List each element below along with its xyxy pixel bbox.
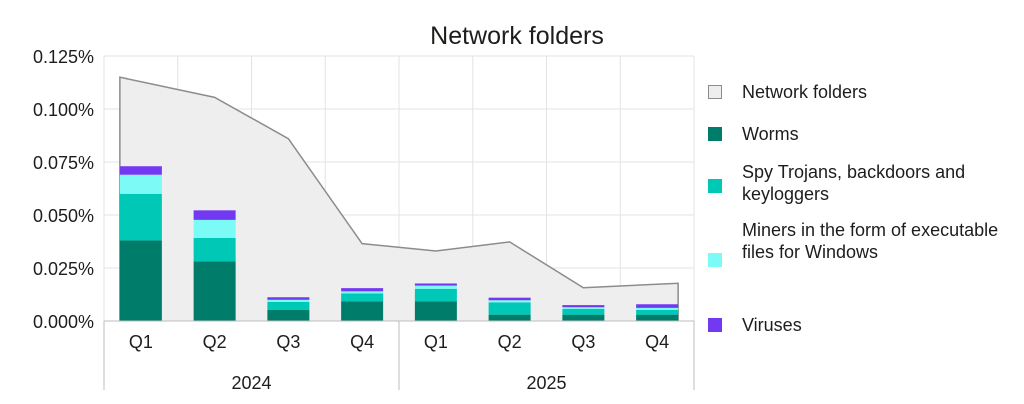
y-tick-label-2: 0.050% <box>33 206 94 226</box>
bar-1-1 <box>193 237 236 262</box>
bar-2-3 <box>341 291 384 294</box>
bar-1-4 <box>414 288 457 302</box>
area-line-network-folders <box>119 76 679 321</box>
bar-3-5 <box>488 297 531 301</box>
legend: Network folders Worms Spy Trojans, backd… <box>708 0 1018 404</box>
bar-0-1 <box>193 261 236 321</box>
chart-title: Network folders <box>430 22 604 50</box>
bar-0-7 <box>636 314 679 321</box>
bar-0-2 <box>267 309 310 321</box>
legend-swatch-spy-trojans <box>708 179 722 193</box>
legend-swatch-viruses <box>708 318 722 332</box>
y-tick-label-1: 0.025% <box>33 259 94 279</box>
legend-label-miners: Miners in the form of executable files f… <box>742 220 999 262</box>
bar-3-4 <box>414 283 457 286</box>
bar-3-3 <box>341 288 384 292</box>
bar-2-5 <box>488 300 531 303</box>
bar-1-7 <box>636 309 679 315</box>
x-tick-label-5: Q2 <box>498 332 522 352</box>
bar-3-1 <box>193 210 236 220</box>
y-axis-ticks: 0.000% 0.025% 0.050% 0.075% 0.100% 0.125% <box>33 47 94 332</box>
y-tick-label-3: 0.075% <box>33 153 94 173</box>
legend-label-viruses: Viruses <box>742 315 802 335</box>
bar-2-2 <box>267 299 310 302</box>
x-axis: Q1 Q2 Q3 Q4 Q1 Q2 Q3 Q4 2024 2025 <box>103 320 695 393</box>
bar-2-6 <box>562 307 605 309</box>
bar-1-2 <box>267 301 310 310</box>
x-tick-label-4: Q1 <box>424 332 448 352</box>
bar-3-2 <box>267 297 310 300</box>
bar-1-6 <box>562 308 605 315</box>
x-tick-label-3: Q4 <box>350 332 374 352</box>
legend-swatch-network-folders <box>708 85 722 99</box>
bar-0-3 <box>341 301 384 321</box>
bar-2-1 <box>193 219 236 238</box>
legend-label-network-folders: Network folders <box>742 82 868 102</box>
x-tick-label-1: Q2 <box>203 332 227 352</box>
y-tick-label-5: 0.125% <box>33 47 94 67</box>
bar-1-0 <box>119 193 162 241</box>
x-tick-label-6: Q3 <box>571 332 595 352</box>
legend-swatch-worms <box>708 127 722 141</box>
legend-swatch-miners <box>708 253 722 267</box>
bar-2-4 <box>414 285 457 289</box>
bar-1-5 <box>488 302 531 315</box>
y-tick-label-4: 0.100% <box>33 100 94 120</box>
area-layer <box>119 76 679 321</box>
bar-0-4 <box>414 301 457 321</box>
bar-0-5 <box>488 314 531 321</box>
legend-label-worms: Worms <box>742 124 799 144</box>
bar-0-6 <box>562 314 605 321</box>
legend-label-spy-trojans: Spy Trojans, backdoors and keyloggers <box>742 162 966 204</box>
x-tick-label-0: Q1 <box>129 332 153 352</box>
bar-0-0 <box>119 240 162 321</box>
group-label-0: 2024 <box>231 373 271 393</box>
bar-1-3 <box>341 293 384 302</box>
chart: Network folders 0.000% 0.025% 0.050% 0.075%… <box>33 22 695 393</box>
bar-2-0 <box>119 174 162 194</box>
x-tick-label-2: Q3 <box>276 332 300 352</box>
bar-3-6 <box>562 305 605 308</box>
bar-2-7 <box>636 307 679 310</box>
bar-3-7 <box>636 304 679 308</box>
x-tick-label-7: Q4 <box>645 332 669 352</box>
y-tick-label-0: 0.000% <box>33 312 94 332</box>
bar-3-0 <box>119 166 162 175</box>
group-label-1: 2025 <box>526 373 566 393</box>
bars-layer <box>119 166 679 321</box>
